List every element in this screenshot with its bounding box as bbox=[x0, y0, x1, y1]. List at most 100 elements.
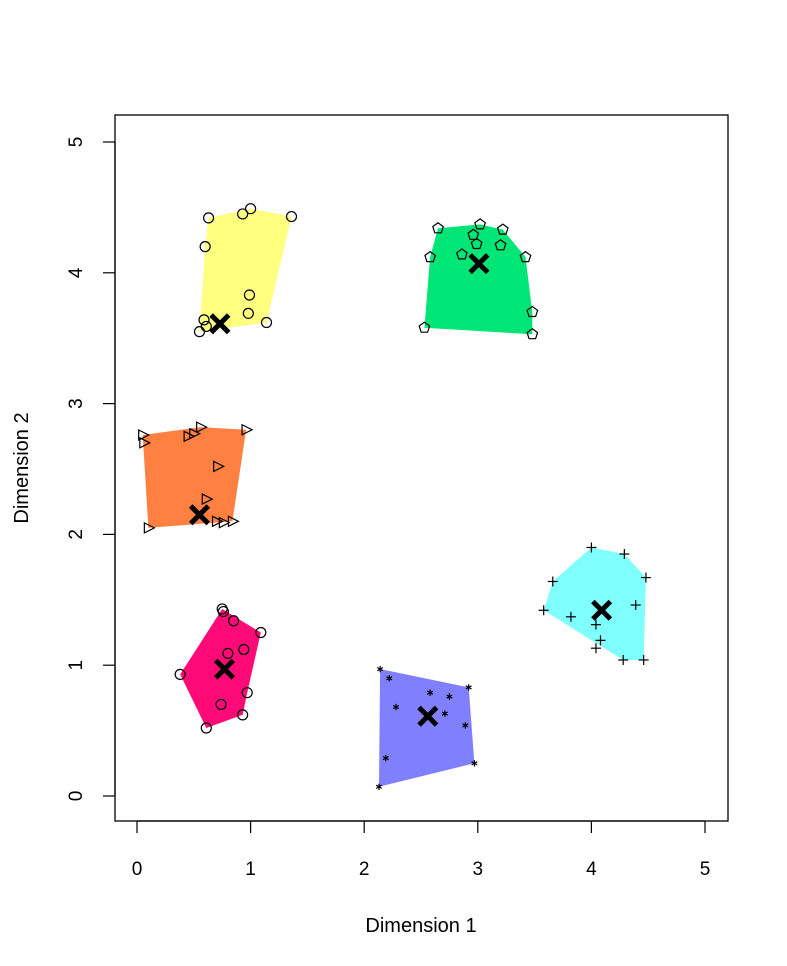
x-axis-title: Dimension 1 bbox=[365, 915, 476, 937]
cluster-center-4 bbox=[188, 504, 211, 526]
y-axis-title: Dimension 2 bbox=[11, 412, 33, 523]
cluster-1-point-7 bbox=[217, 605, 229, 618]
cluster-6-point-5 bbox=[470, 237, 483, 250]
cluster-6-point-12 bbox=[526, 328, 539, 340]
cluster-hull-5 bbox=[199, 208, 292, 332]
cluster-2-point-8 bbox=[462, 722, 469, 729]
cluster-2-point-10 bbox=[471, 760, 478, 767]
point-marker-asterisk-stroke bbox=[427, 690, 434, 695]
point-marker-asterisk-stroke bbox=[446, 694, 453, 699]
cluster-4-point-8 bbox=[201, 493, 214, 506]
cluster-4-point-6 bbox=[241, 423, 254, 436]
cluster-4-point-12 bbox=[143, 521, 156, 534]
cluster-3-point-6 bbox=[630, 600, 641, 611]
cluster-2-point-11 bbox=[375, 783, 383, 790]
point-marker-pentagon bbox=[526, 305, 539, 318]
cluster-6-point-8 bbox=[424, 250, 437, 263]
cluster-2-point-4 bbox=[427, 689, 434, 696]
x-tick-label-5: 5 bbox=[700, 859, 711, 880]
point-marker-circle bbox=[193, 326, 206, 338]
cluster-2-point-9 bbox=[382, 754, 389, 762]
cluster-5-point-3 bbox=[245, 203, 257, 215]
point-marker-circle bbox=[199, 241, 211, 253]
point-marker-circle bbox=[202, 212, 215, 224]
point-marker-asterisk-stroke bbox=[386, 676, 393, 681]
cluster-3-point-4 bbox=[547, 576, 558, 587]
cluster-center-5 bbox=[209, 313, 231, 335]
x-tick-label-1: 1 bbox=[245, 859, 256, 880]
y-tick-label-2: 2 bbox=[66, 529, 87, 540]
point-marker-asterisk-stroke bbox=[465, 685, 472, 690]
x-tick-label-3: 3 bbox=[473, 859, 484, 880]
point-marker-triangle bbox=[143, 521, 156, 534]
point-marker-triangle bbox=[227, 515, 240, 528]
point-marker-pentagon bbox=[470, 237, 483, 250]
point-marker-circle bbox=[255, 626, 267, 639]
cluster-1-point-9 bbox=[238, 643, 250, 656]
point-marker-circle bbox=[174, 668, 186, 680]
cluster-4-point-3 bbox=[183, 430, 196, 443]
cluster-hull-4 bbox=[142, 427, 247, 528]
point-marker-asterisk-stroke bbox=[375, 784, 383, 789]
cluster-5-point-1 bbox=[202, 212, 215, 224]
point-marker-asterisk-stroke bbox=[377, 666, 384, 672]
point-marker-circle bbox=[215, 698, 227, 711]
point-marker-asterisk-stroke bbox=[441, 711, 448, 716]
point-marker-triangle bbox=[138, 429, 151, 441]
center-cross-b bbox=[188, 504, 211, 526]
cluster-6-point-2 bbox=[474, 218, 487, 230]
data-points bbox=[138, 203, 651, 790]
point-marker-circle bbox=[227, 615, 240, 627]
cluster-3-point-9 bbox=[595, 635, 606, 646]
point-marker-asterisk-stroke bbox=[392, 704, 400, 710]
cluster-6-point-3 bbox=[496, 223, 509, 235]
point-marker-pentagon bbox=[474, 218, 487, 230]
cluster-3-point-2 bbox=[619, 549, 630, 560]
cluster-3-point-12 bbox=[638, 654, 649, 665]
cluster-6-point-9 bbox=[519, 250, 532, 263]
y-tick-label-3: 3 bbox=[66, 398, 87, 409]
cluster-3-point-3 bbox=[640, 572, 651, 583]
point-marker-pentagon bbox=[526, 328, 539, 340]
cluster-1-point-6 bbox=[174, 668, 186, 680]
cluster-6-point-7 bbox=[455, 248, 468, 260]
point-marker-triangle bbox=[201, 493, 214, 506]
cluster-3-point-10 bbox=[590, 643, 601, 654]
cluster-center-1 bbox=[213, 658, 236, 680]
point-marker-pentagon bbox=[432, 222, 445, 234]
point-marker-circle bbox=[260, 316, 273, 329]
cluster-4-point-1 bbox=[138, 429, 151, 441]
y-axis: 0 1 2 3 4 5 bbox=[66, 137, 116, 801]
point-marker-asterisk-stroke bbox=[462, 723, 469, 728]
cluster-5-point-4 bbox=[285, 210, 298, 223]
cluster-5-point-2 bbox=[237, 208, 249, 220]
point-marker-asterisk-stroke bbox=[471, 761, 478, 766]
cluster-4-point-4 bbox=[189, 427, 202, 440]
point-marker-pentagon bbox=[418, 321, 431, 333]
cluster-hull-2 bbox=[379, 669, 475, 787]
cluster-5-point-11 bbox=[193, 326, 206, 338]
point-marker-asterisk-stroke bbox=[382, 755, 389, 761]
cluster-5-point-8 bbox=[260, 316, 273, 329]
cluster-2-point-5 bbox=[446, 693, 453, 700]
cluster-3-point-1 bbox=[586, 542, 597, 553]
cluster-4-point-7 bbox=[213, 460, 225, 473]
y-tick-label-5: 5 bbox=[66, 137, 87, 148]
cluster-3-point-7 bbox=[565, 611, 576, 622]
cluster-6-point-6 bbox=[494, 239, 507, 251]
point-marker-circle bbox=[200, 722, 212, 734]
cluster-6-point-1 bbox=[432, 222, 445, 234]
cluster-1-point-4 bbox=[237, 709, 249, 721]
cluster-4-point-5 bbox=[196, 421, 208, 434]
point-marker-triangle bbox=[196, 421, 208, 434]
point-marker-circle bbox=[242, 307, 254, 319]
point-marker-circle bbox=[237, 709, 249, 721]
cluster-3-point-11 bbox=[618, 654, 629, 665]
point-marker-pentagon bbox=[519, 250, 532, 263]
point-marker-circle bbox=[198, 314, 210, 326]
cluster-1-point-2 bbox=[255, 626, 267, 639]
point-marker-pentagon bbox=[424, 250, 437, 263]
cluster-6-point-10 bbox=[526, 305, 539, 318]
point-marker-circle bbox=[245, 203, 257, 215]
cluster-centers bbox=[188, 253, 613, 727]
